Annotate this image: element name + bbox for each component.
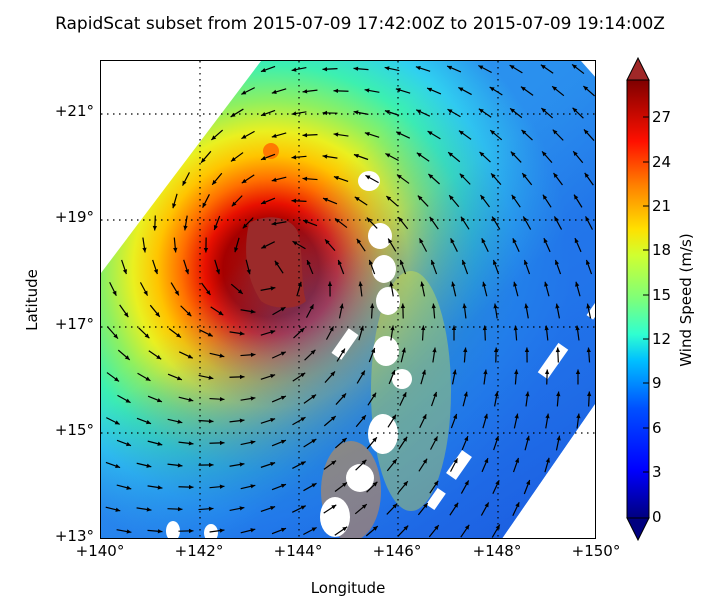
chart-title: RapidScat subset from 2015-07-09 17:42:0… [55, 14, 665, 34]
x-tick: +146° [372, 542, 422, 560]
x-tick: +140° [75, 542, 125, 560]
colorbar-tick: 12 [652, 330, 672, 348]
colorbar-tick: 18 [652, 241, 672, 259]
map-plot-area [100, 60, 596, 539]
y-tick: +21° [54, 102, 94, 120]
colorbar-tick: 15 [652, 286, 672, 304]
colorbar-tick: 27 [652, 108, 672, 126]
colorbar-tick: 9 [652, 374, 662, 392]
wind-speed-heatmap [101, 61, 595, 538]
colorbar-tick: 0 [652, 508, 662, 526]
colorbar-tick: 3 [652, 463, 662, 481]
y-tick: +15° [54, 421, 94, 439]
x-tick: +142° [174, 542, 224, 560]
colorbar-tick: 21 [652, 197, 672, 215]
y-axis-label: Latitude [23, 269, 41, 331]
colorbar-label: Wind Speed (m/s) [677, 233, 695, 367]
y-tick: +13° [54, 527, 94, 545]
colorbar [626, 56, 650, 542]
x-tick: +148° [472, 542, 522, 560]
colorbar-tick: 6 [652, 419, 662, 437]
y-tick: +17° [54, 315, 94, 333]
y-tick: +19° [54, 208, 94, 226]
x-axis-label: Longitude [310, 579, 386, 597]
x-tick: +144° [273, 542, 323, 560]
x-tick: +150° [571, 542, 621, 560]
colorbar-tick: 24 [652, 153, 672, 171]
